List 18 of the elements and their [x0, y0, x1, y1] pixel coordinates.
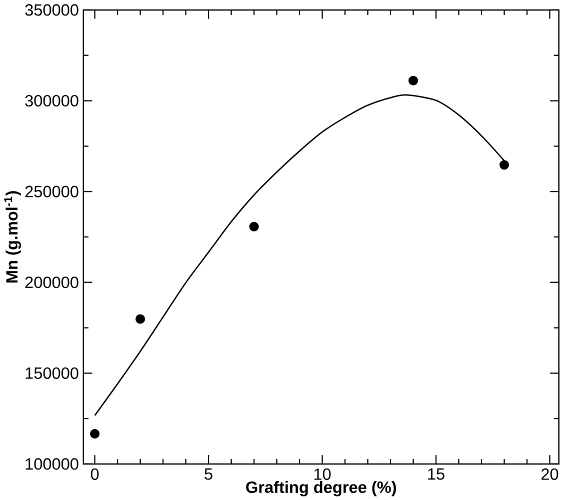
point [249, 222, 259, 232]
y-tick-label: 250000 [25, 186, 78, 198]
point [499, 160, 510, 170]
x-axis-title: Grafting degree (%) [246, 480, 396, 496]
y-tick-label: 100000 [26, 458, 78, 470]
point [136, 314, 146, 324]
point [90, 428, 100, 438]
x-tick-label: 5 [204, 468, 212, 480]
y-tick-label: 200000 [25, 276, 78, 288]
y-tick-label: 150000 [26, 367, 78, 379]
x-tick-label: 0 [90, 468, 99, 480]
x-tick-label: 20 [542, 468, 558, 480]
x-tick-label: 15 [428, 468, 444, 480]
y-tick-label: 300000 [25, 94, 78, 106]
y-tick-label: 350000 [25, 4, 78, 16]
x-tick-label: 10 [314, 468, 331, 480]
point [408, 76, 418, 86]
y-axis-title: Mn (g.mol$^{-1}$) [4, 190, 21, 282]
